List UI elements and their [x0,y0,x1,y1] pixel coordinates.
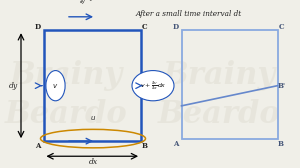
Text: dy: dy [9,82,18,90]
Text: dx: dx [88,158,98,166]
Text: D: D [173,23,179,31]
Text: $v$: $v$ [52,82,59,90]
Text: C: C [142,23,147,31]
Text: A: A [35,142,41,150]
Bar [182,30,278,139]
Text: After a small time interval dt: After a small time interval dt [136,10,242,18]
Text: $u+\frac{\partial u}{\partial y}dy$: $u+\frac{\partial u}{\partial y}dy$ [66,0,96,7]
Text: $v+\frac{\partial v}{\partial x}dx$: $v+\frac{\partial v}{\partial x}dx$ [140,79,166,92]
Text: $u$: $u$ [90,114,96,122]
Text: Brainy: Brainy [9,60,123,91]
Text: D: D [35,23,41,31]
Text: A: A [173,140,179,148]
Text: B': B' [278,82,286,90]
Text: Beardo: Beardo [158,99,280,130]
Text: C: C [278,23,284,31]
Ellipse shape [132,71,174,101]
Text: B: B [278,140,284,148]
Text: Brainy: Brainy [162,60,276,91]
Bar [44,30,141,141]
Text: B: B [142,142,148,150]
Ellipse shape [46,71,65,101]
Text: Beardo: Beardo [4,99,127,130]
